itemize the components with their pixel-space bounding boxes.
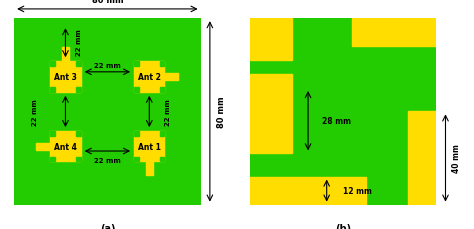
Bar bbox=[250, 177, 366, 205]
Bar bbox=[50, 62, 55, 67]
Bar bbox=[160, 132, 164, 136]
Bar bbox=[160, 62, 164, 67]
Bar bbox=[134, 132, 139, 136]
Bar bbox=[50, 62, 81, 92]
Bar bbox=[134, 157, 139, 162]
Bar bbox=[76, 87, 81, 92]
Text: 80 mm: 80 mm bbox=[217, 96, 226, 128]
Text: 12 mm: 12 mm bbox=[343, 186, 372, 195]
Bar bbox=[134, 132, 164, 162]
Text: (b): (b) bbox=[335, 223, 351, 229]
Text: (a): (a) bbox=[100, 223, 115, 229]
Bar bbox=[62, 48, 69, 62]
Bar bbox=[50, 87, 55, 92]
Bar bbox=[134, 62, 164, 92]
Bar bbox=[50, 132, 55, 136]
Text: Ant 4: Ant 4 bbox=[54, 142, 77, 151]
Text: 40 mm: 40 mm bbox=[453, 144, 462, 173]
Text: Ant 3: Ant 3 bbox=[54, 73, 77, 82]
Text: Ant 1: Ant 1 bbox=[138, 142, 161, 151]
Bar bbox=[36, 143, 50, 150]
Bar bbox=[76, 62, 81, 67]
Bar bbox=[146, 162, 153, 176]
Bar bbox=[250, 19, 292, 61]
Bar bbox=[160, 87, 164, 92]
Bar bbox=[76, 157, 81, 162]
Bar bbox=[250, 75, 292, 154]
Bar bbox=[134, 87, 139, 92]
Bar bbox=[76, 132, 81, 136]
Bar bbox=[50, 157, 55, 162]
Text: 22 mm: 22 mm bbox=[76, 29, 82, 56]
Text: 22 mm: 22 mm bbox=[94, 63, 121, 68]
Text: 22 mm: 22 mm bbox=[94, 158, 121, 164]
Text: 80 mm: 80 mm bbox=[91, 0, 123, 5]
Bar bbox=[134, 62, 139, 67]
Bar bbox=[164, 74, 178, 81]
Bar bbox=[408, 112, 436, 205]
Text: 22 mm: 22 mm bbox=[32, 99, 38, 125]
Bar bbox=[50, 132, 81, 162]
Text: Ant 2: Ant 2 bbox=[138, 73, 161, 82]
Text: 22 mm: 22 mm bbox=[165, 99, 171, 125]
Text: 28 mm: 28 mm bbox=[321, 117, 350, 126]
Bar bbox=[160, 157, 164, 162]
Bar bbox=[352, 19, 436, 47]
